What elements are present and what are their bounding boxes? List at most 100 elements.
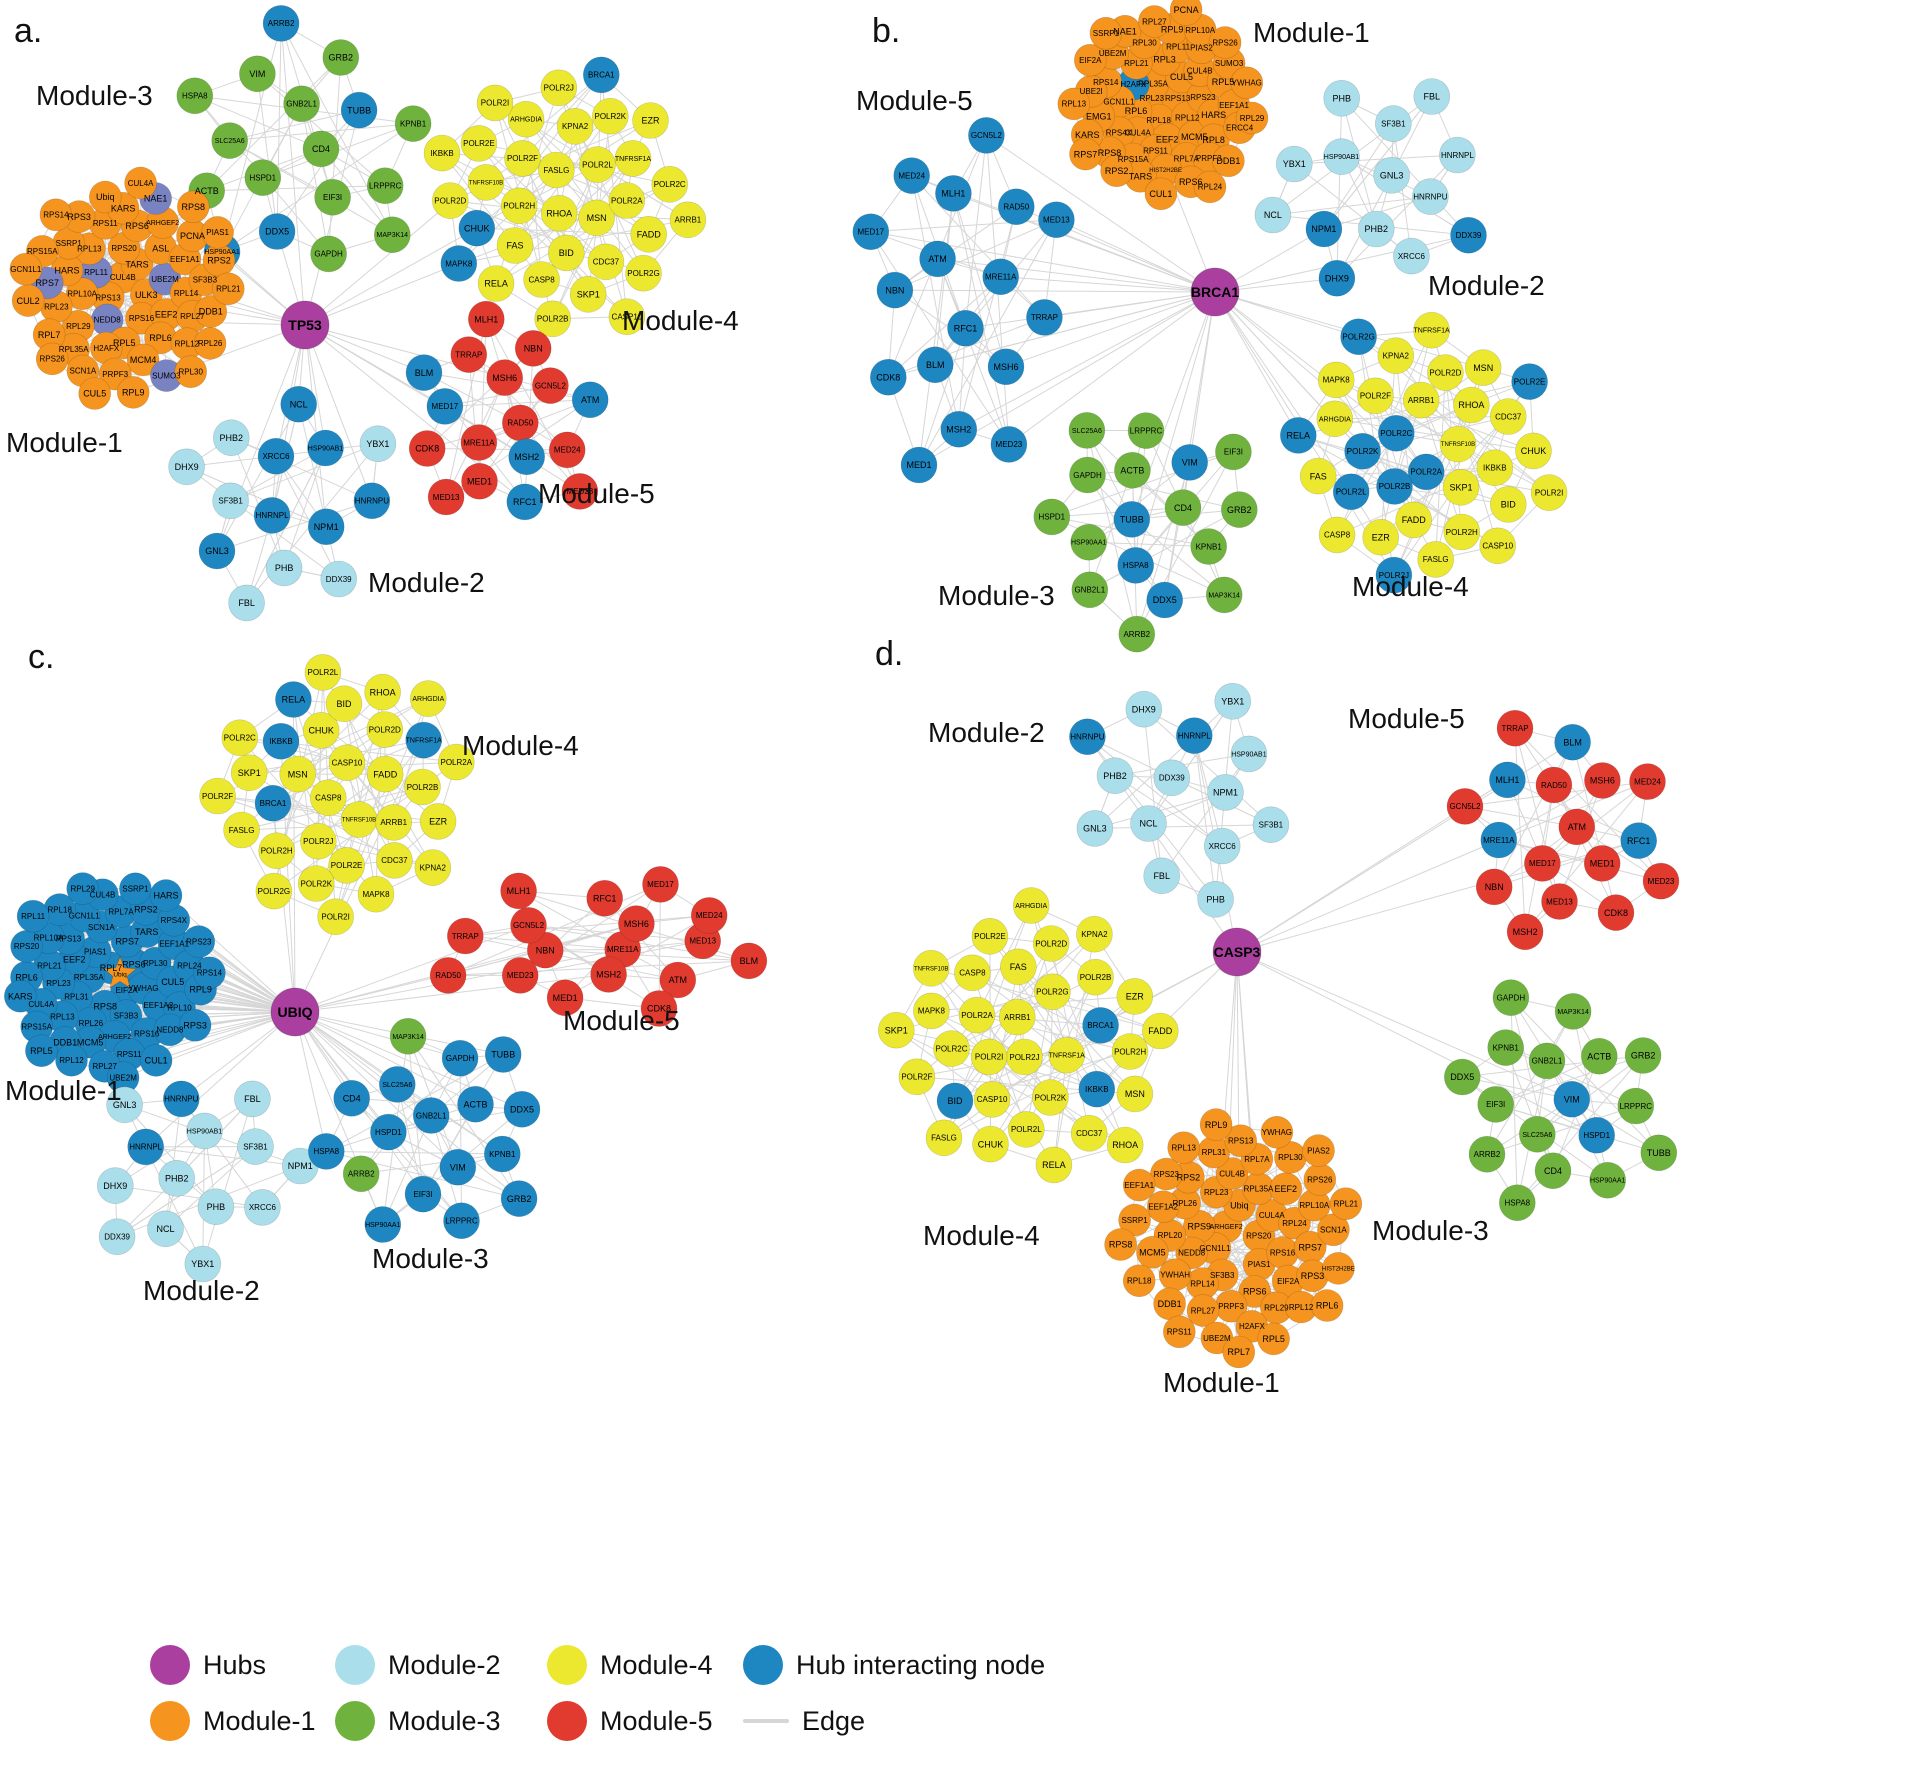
gene-node-CUL4B[interactable] (1215, 1157, 1249, 1190)
gene-node-RFC1[interactable] (586, 879, 624, 917)
gene-node-GRB2[interactable] (1221, 491, 1258, 528)
gene-node-CDC37[interactable] (587, 243, 625, 281)
gene-node-YWHAG[interactable] (1230, 66, 1264, 100)
gene-node-POLR2L[interactable] (579, 146, 616, 183)
gene-node-HNRNPU[interactable] (1412, 178, 1449, 215)
hub-node-TP53[interactable] (280, 300, 330, 350)
gene-node-MCM4[interactable] (126, 343, 160, 377)
gene-node-SF3B1[interactable] (237, 1128, 274, 1165)
gene-node-GNL3[interactable] (198, 532, 236, 570)
gene-node-VIM[interactable] (1553, 1080, 1591, 1118)
gene-node-GCN5L2[interactable] (968, 117, 1005, 154)
gene-node-KARS[interactable] (3, 979, 37, 1013)
gene-node-MAP3K14[interactable] (1554, 993, 1592, 1030)
gene-node-RPS26[interactable] (1208, 26, 1242, 59)
gene-node-SSRP1[interactable] (1118, 1203, 1151, 1237)
gene-node-MLH1[interactable] (467, 300, 505, 338)
gene-node-GRB2[interactable] (322, 39, 360, 76)
gene-node-SKP1[interactable] (569, 275, 607, 313)
gene-node-HSPD1[interactable] (370, 1113, 407, 1151)
gene-node-KPNB1[interactable] (1190, 528, 1227, 565)
hub-node-CASP3[interactable] (1212, 927, 1262, 977)
gene-node-ARRB1[interactable] (669, 201, 707, 239)
gene-node-HSP90AB1[interactable] (1323, 138, 1360, 175)
gene-node-TNFRSF10B[interactable] (912, 949, 950, 987)
gene-node-NBN[interactable] (1475, 868, 1513, 906)
gene-node-MED1[interactable] (1583, 845, 1621, 882)
gene-node-MED1[interactable] (546, 979, 584, 1017)
gene-node-CHUK[interactable] (972, 1125, 1009, 1163)
gene-node-MCM5[interactable] (1136, 1236, 1169, 1269)
gene-node-PIAS2[interactable] (1302, 1134, 1335, 1167)
gene-node-KPNA2[interactable] (1377, 337, 1415, 375)
gene-node-MED24[interactable] (548, 431, 586, 469)
gene-node-RAD50[interactable] (1535, 766, 1573, 804)
gene-node-BRCA1[interactable] (1082, 1007, 1119, 1044)
gene-node-GAPDH[interactable] (310, 235, 347, 273)
gene-node-TRRAP[interactable] (446, 917, 484, 955)
gene-node-RPL9[interactable] (1199, 1108, 1233, 1141)
gene-node-POLR2K[interactable] (591, 97, 629, 135)
gene-node-EZR[interactable] (419, 803, 457, 840)
gene-node-MAPK8[interactable] (1317, 361, 1355, 399)
gene-node-POLR2F[interactable] (199, 777, 236, 815)
gene-node-BLM[interactable] (1554, 723, 1591, 761)
gene-node-RPL26[interactable] (193, 327, 227, 360)
gene-node-SLC25A6[interactable] (1519, 1116, 1556, 1153)
gene-node-POLR2D[interactable] (366, 711, 404, 748)
gene-node-CDK8[interactable] (640, 990, 678, 1027)
gene-node-MSH6[interactable] (987, 348, 1025, 386)
gene-node-HIST2H2BE[interactable] (1322, 1252, 1355, 1285)
gene-node-HNRNPU[interactable] (353, 482, 391, 520)
gene-node-RPL13[interactable] (1167, 1131, 1200, 1164)
gene-node-HSP90AA1[interactable] (1589, 1161, 1626, 1199)
gene-node-GAPDH[interactable] (441, 1039, 479, 1077)
gene-node-RAD50[interactable] (997, 188, 1035, 225)
gene-node-RPS14[interactable] (193, 956, 226, 990)
gene-node-MLH1[interactable] (500, 872, 537, 910)
gene-node-POLR2I[interactable] (317, 898, 354, 936)
hub-node-BRCA1[interactable] (1190, 267, 1240, 317)
gene-node-YBX1[interactable] (359, 425, 397, 463)
gene-node-ARHGDIA[interactable] (1012, 887, 1050, 924)
gene-node-RPL11[interactable] (16, 899, 50, 933)
gene-node-RFC1[interactable] (506, 483, 544, 521)
gene-node-EIF3I[interactable] (1215, 433, 1252, 471)
gene-node-CDK8[interactable] (408, 430, 446, 467)
gene-node-IKBKB[interactable] (1078, 1070, 1116, 1108)
gene-node-RPL29[interactable] (66, 872, 99, 905)
gene-node-RPL5[interactable] (25, 1034, 58, 1067)
gene-node-POLR2H[interactable] (1443, 513, 1481, 551)
gene-node-RPS11[interactable] (1163, 1315, 1196, 1349)
gene-node-FBL[interactable] (228, 584, 265, 622)
gene-node-POLR2H[interactable] (258, 832, 296, 870)
gene-node-GCN5L2[interactable] (1446, 788, 1484, 825)
gene-node-HSPA8[interactable] (176, 77, 214, 115)
gene-node-POLR2L[interactable] (304, 654, 342, 691)
ubiq-star-node[interactable] (103, 956, 137, 989)
gene-node-IKBKB[interactable] (262, 722, 300, 760)
gene-node-DHX9[interactable] (1318, 259, 1356, 297)
gene-node-RPS2[interactable] (1100, 154, 1133, 187)
gene-node-XRCC6[interactable] (244, 1189, 281, 1226)
gene-node-POLR2J[interactable] (299, 822, 337, 860)
gene-node-GAPDH[interactable] (1069, 456, 1106, 494)
gene-node-CD4[interactable] (333, 1080, 371, 1117)
gene-node-FAS[interactable] (999, 948, 1037, 986)
gene-node-VIM[interactable] (439, 1148, 477, 1186)
gene-node-MLH1[interactable] (1489, 761, 1526, 799)
gene-node-POLR2F[interactable] (1357, 377, 1394, 415)
gene-node-VIM[interactable] (1171, 444, 1208, 481)
gene-node-CD4[interactable] (1164, 489, 1202, 526)
gene-node-MED1[interactable] (461, 462, 498, 500)
gene-node-KPNA2[interactable] (556, 108, 594, 145)
gene-node-MED23[interactable] (1642, 862, 1680, 900)
gene-node-RHOA[interactable] (364, 673, 401, 711)
gene-node-RPL7[interactable] (1222, 1335, 1256, 1369)
gene-node-MAP3K14[interactable] (373, 216, 411, 253)
gene-node-POLR2C[interactable] (651, 166, 689, 203)
gene-node-POLR2E[interactable] (460, 125, 498, 162)
gene-node-PHB2[interactable] (213, 419, 250, 457)
gene-node-MED23[interactable] (561, 473, 599, 510)
gene-node-DDB1[interactable] (1212, 144, 1245, 178)
